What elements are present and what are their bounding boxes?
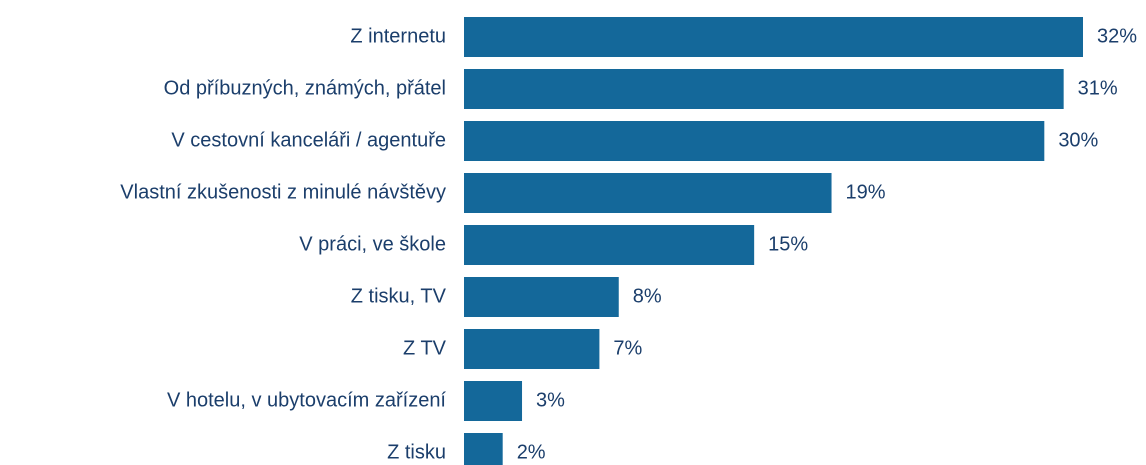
- value-label: 31%: [1078, 77, 1118, 99]
- category-label: V práci, ve škole: [299, 233, 446, 255]
- value-label: 8%: [633, 285, 662, 307]
- value-label: 3%: [536, 389, 565, 411]
- bar: [464, 121, 1045, 161]
- category-label: Z TV: [403, 337, 447, 359]
- value-label: 19%: [846, 181, 886, 203]
- bar: [464, 69, 1064, 109]
- category-label: Vlastní zkušenosti z minulé návštěvy: [120, 181, 446, 203]
- bar: [464, 17, 1083, 57]
- bar: [464, 329, 600, 369]
- value-label: 7%: [613, 337, 642, 359]
- category-label: Z tisku: [387, 441, 446, 463]
- bar: [464, 173, 832, 213]
- value-label: 2%: [517, 441, 546, 463]
- category-label: V cestovní kanceláři / agentuře: [171, 129, 446, 151]
- bar: [464, 433, 503, 465]
- value-label: 15%: [768, 233, 808, 255]
- category-label: Od příbuzných, známých, přátel: [164, 77, 446, 99]
- bar: [464, 277, 619, 317]
- category-label: V hotelu, v ubytovacím zařízení: [167, 389, 446, 411]
- bar: [464, 225, 755, 265]
- category-label: Z tisku, TV: [351, 285, 447, 307]
- value-label: 32%: [1097, 25, 1137, 47]
- category-label: Z internetu: [350, 25, 446, 47]
- bar: [464, 381, 523, 421]
- value-label: 30%: [1058, 129, 1098, 151]
